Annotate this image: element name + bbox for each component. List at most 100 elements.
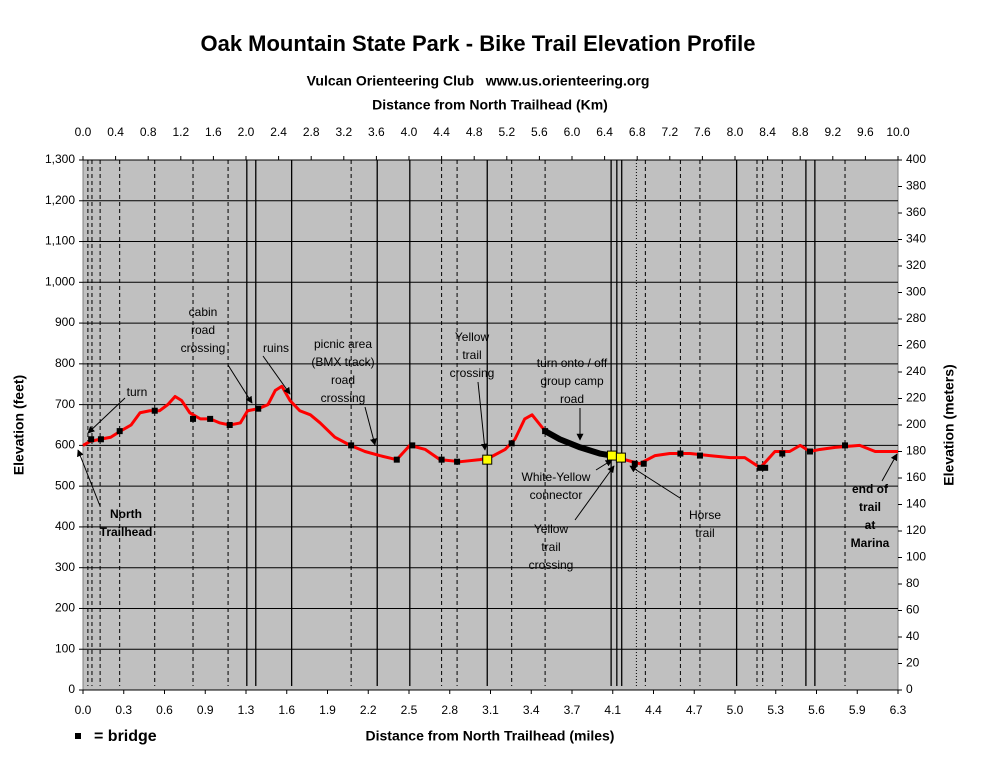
annotation: White-Yellow <box>522 470 591 484</box>
x-tick-label: 5.9 <box>849 703 866 717</box>
annotation: at <box>865 518 876 532</box>
x-top-tick-label: 1.6 <box>205 125 222 139</box>
bridge-marker <box>190 415 197 422</box>
bridge-marker <box>631 460 638 467</box>
annotation: crossing <box>450 366 495 380</box>
crossing-marker <box>615 452 626 463</box>
x-top-tick-label: 0.0 <box>75 125 92 139</box>
y2-tick-label: 300 <box>906 285 926 299</box>
y2-tick-label: 340 <box>906 232 926 246</box>
x-tick-label: 2.8 <box>441 703 458 717</box>
x-top-tick-label: 6.8 <box>629 125 646 139</box>
x-top-tick-label: 2.0 <box>238 125 255 139</box>
x-top-tick-label: 3.2 <box>335 125 352 139</box>
y-tick-label: 500 <box>55 478 75 492</box>
x-tick-label: 1.6 <box>278 703 295 717</box>
bridge-marker <box>226 422 233 428</box>
x-tick-label: 2.5 <box>401 703 418 717</box>
y2-tick-label: 400 <box>906 152 926 166</box>
subtitle: Vulcan Orienteering Club www.us.orientee… <box>307 73 650 89</box>
y2-axis-label: Elevation (meters) <box>941 364 957 485</box>
annotation-arrow <box>227 364 253 404</box>
x-top-tick-label: 4.8 <box>466 125 483 139</box>
x-top-tick-label: 8.4 <box>759 125 776 139</box>
bridge-marker <box>348 442 355 449</box>
x-tick-label: 5.6 <box>808 703 825 717</box>
bridge-marker <box>151 407 158 414</box>
annotation: Yellow <box>534 522 569 536</box>
y-tick-label: 1,100 <box>45 234 75 248</box>
annotation-arrow <box>77 449 101 507</box>
bridge-marker <box>409 442 416 449</box>
legend-label: = bridge <box>94 728 157 745</box>
x-tick-label: 0.9 <box>197 703 214 717</box>
y-tick-label: 1,000 <box>45 274 75 288</box>
x-top-tick-label: 8.8 <box>792 125 809 139</box>
annotation: trail <box>462 348 481 362</box>
annotation-arrow <box>477 381 488 451</box>
bridge-marker <box>757 464 764 471</box>
y2-tick-label: 280 <box>906 311 926 325</box>
y2-tick-label: 360 <box>906 205 926 219</box>
x-tick-label: 3.7 <box>564 703 581 717</box>
x-tick-label: 0.6 <box>156 703 173 717</box>
y2-tick-label: 160 <box>906 470 926 484</box>
bridge-marker <box>542 428 549 435</box>
bridge-marker <box>640 460 647 467</box>
bridge-marker <box>97 436 104 443</box>
elevation-line <box>543 428 613 459</box>
x-tick-label: 1.9 <box>319 703 336 717</box>
x-top-tick-label: 2.4 <box>270 125 287 139</box>
x-top-tick-label: 6.0 <box>564 125 581 139</box>
crossing-marker <box>606 450 617 461</box>
x-top-tick-label: 0.8 <box>140 125 157 139</box>
y-tick-label: 400 <box>55 519 75 533</box>
annotation: picnic area <box>314 337 372 351</box>
bridge-marker <box>393 456 400 463</box>
legend-swatch <box>75 733 81 739</box>
bridge-marker <box>696 452 703 459</box>
annotation: road <box>191 323 215 337</box>
annotation-arrow <box>87 397 126 434</box>
y-tick-label: 900 <box>55 315 75 329</box>
annotation: end of <box>852 482 889 496</box>
bridge-marker <box>779 450 786 457</box>
y2-tick-label: 60 <box>906 603 920 617</box>
annotation: group camp <box>540 374 604 388</box>
bridge-marker <box>88 436 95 443</box>
y2-tick-label: 200 <box>906 417 926 431</box>
annotation: Trailhead <box>100 525 153 539</box>
chart-title: Oak Mountain State Park - Bike Trail Ele… <box>200 31 755 56</box>
y2-tick-label: 80 <box>906 576 920 590</box>
x-tick-label: 3.4 <box>523 703 540 717</box>
x-tick-label: 1.3 <box>238 703 255 717</box>
x-top-tick-label: 9.2 <box>824 125 841 139</box>
annotation: crossing <box>529 558 574 572</box>
x-tick-label: 5.3 <box>767 703 784 717</box>
annotation-arrow <box>574 465 615 521</box>
annotation: crossing <box>321 391 366 405</box>
bridge-marker <box>806 448 813 455</box>
x-top-tick-label: 2.8 <box>303 125 320 139</box>
annotation: turn onto / off <box>537 356 608 370</box>
y2-tick-label: 380 <box>906 179 926 193</box>
annotation-arrow <box>262 355 291 395</box>
y2-tick-label: 180 <box>906 444 926 458</box>
x-top-tick-label: 8.0 <box>727 125 744 139</box>
elevation-line <box>82 384 898 470</box>
x-top-tick-label: 1.2 <box>172 125 189 139</box>
bridge-marker <box>207 415 214 422</box>
annotation-arrow <box>595 459 613 471</box>
x-tick-label: 0.3 <box>115 703 132 717</box>
y2-tick-label: 220 <box>906 391 926 405</box>
annotation: Marina <box>851 536 890 550</box>
y-tick-label: 1,200 <box>45 193 75 207</box>
annotation: (BMX track) <box>311 355 374 369</box>
bridge-marker <box>454 458 461 465</box>
x-top-tick-label: 9.6 <box>857 125 874 139</box>
annotation: trail <box>695 526 714 540</box>
x-top-tick-label: 5.2 <box>498 125 515 139</box>
x-top-tick-label: 6.4 <box>596 125 613 139</box>
bridge-marker <box>677 450 684 457</box>
